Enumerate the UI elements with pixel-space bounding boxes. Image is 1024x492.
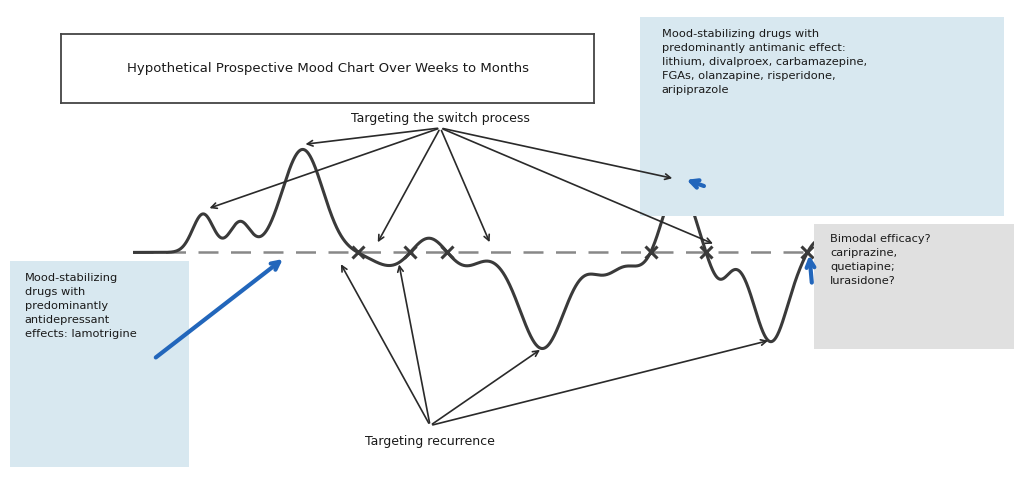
Text: Mood-stabilizing drugs with
predominantly antimanic effect:
lithium, divalproex,: Mood-stabilizing drugs with predominantl… xyxy=(662,29,867,95)
Text: Targeting the switch process: Targeting the switch process xyxy=(351,113,529,125)
Text: Mood-stabilizing
drugs with
predominantly
antidepressant
effects: lamotrigine: Mood-stabilizing drugs with predominantl… xyxy=(25,273,136,339)
Text: Bimodal efficacy?
cariprazine,
quetiapine;
lurasidone?: Bimodal efficacy? cariprazine, quetiapin… xyxy=(830,234,931,286)
Text: Targeting recurrence: Targeting recurrence xyxy=(366,435,495,448)
Text: Hypothetical Prospective Mood Chart Over Weeks to Months: Hypothetical Prospective Mood Chart Over… xyxy=(127,62,528,75)
